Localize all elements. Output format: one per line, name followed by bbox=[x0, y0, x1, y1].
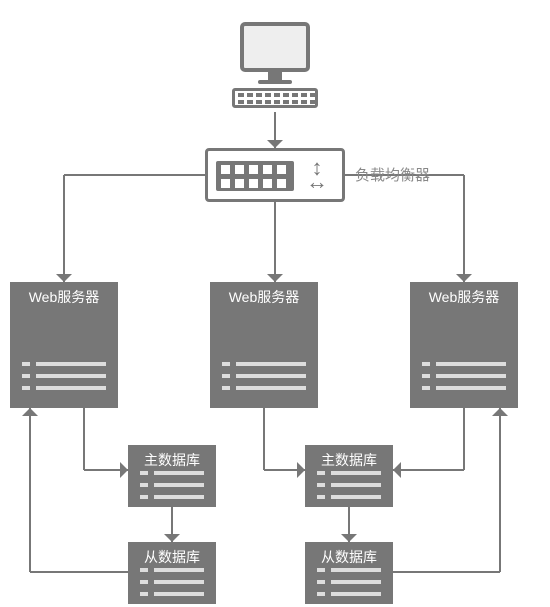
mdb2: 主数据库 bbox=[305, 445, 393, 507]
ws1-label: Web服务器 bbox=[10, 287, 118, 307]
edge-segment bbox=[393, 469, 464, 471]
sdb2-label: 从数据库 bbox=[305, 547, 393, 567]
arrowhead-icon bbox=[267, 274, 283, 282]
mdb1: 主数据库 bbox=[128, 445, 216, 507]
arrowhead-icon bbox=[56, 274, 72, 282]
edge-segment bbox=[463, 408, 465, 470]
edge-segment bbox=[30, 571, 128, 573]
ws2-label: Web服务器 bbox=[210, 287, 318, 307]
arrowhead-icon bbox=[492, 408, 508, 416]
edge-segment bbox=[83, 408, 85, 470]
sdb1-label: 从数据库 bbox=[128, 547, 216, 567]
ws1: Web服务器 bbox=[10, 282, 118, 408]
arrowhead-icon bbox=[22, 408, 38, 416]
arrowhead-icon bbox=[341, 534, 357, 542]
ws3-label: Web服务器 bbox=[410, 287, 518, 307]
client-computer bbox=[226, 22, 324, 112]
mdb2-label: 主数据库 bbox=[305, 450, 393, 470]
arrowhead-icon bbox=[456, 274, 472, 282]
edge-segment bbox=[64, 174, 205, 176]
arrowhead-icon bbox=[164, 534, 180, 542]
arrowhead-icon bbox=[393, 462, 401, 478]
edge-segment bbox=[29, 408, 31, 572]
arrowhead-icon bbox=[120, 462, 128, 478]
sdb1: 从数据库 bbox=[128, 542, 216, 604]
ws3: Web服务器 bbox=[410, 282, 518, 408]
edge-segment bbox=[463, 175, 465, 282]
sdb2: 从数据库 bbox=[305, 542, 393, 604]
load-balancer: ↕↔ bbox=[205, 148, 345, 202]
edge-segment bbox=[63, 175, 65, 282]
load-balancer-label: 负载均衡器 bbox=[355, 164, 430, 185]
edge-segment bbox=[499, 408, 501, 572]
ws2: Web服务器 bbox=[210, 282, 318, 408]
arrowhead-icon bbox=[267, 140, 283, 148]
edge-segment bbox=[274, 202, 276, 282]
arrowhead-icon bbox=[297, 462, 305, 478]
edge-segment bbox=[393, 571, 500, 573]
edge-segment bbox=[263, 408, 265, 470]
diagram-canvas: ↕↔ 负载均衡器 Web服务器 Web服务器 Web服务器主数据库 主数据库从数据库 从数据… bbox=[0, 0, 550, 607]
mdb1-label: 主数据库 bbox=[128, 450, 216, 470]
balance-icon: ↕↔ bbox=[302, 161, 332, 191]
